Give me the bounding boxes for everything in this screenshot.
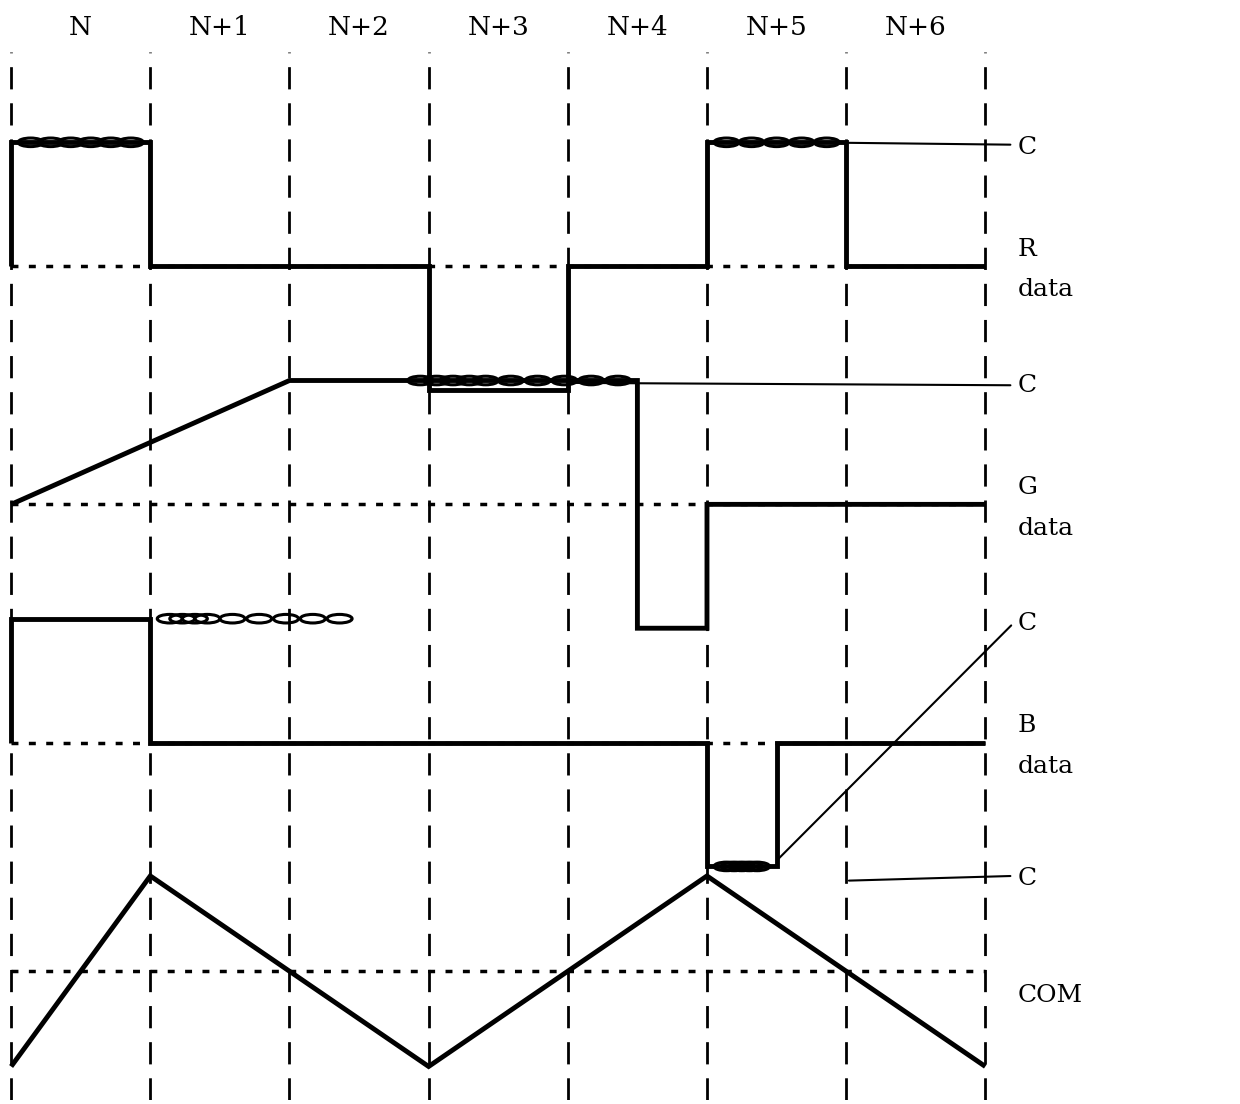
Text: N+1: N+1	[188, 15, 250, 41]
Text: B: B	[1017, 714, 1035, 737]
Text: C: C	[1017, 612, 1037, 635]
Text: data: data	[1017, 517, 1074, 540]
Text: N+4: N+4	[606, 15, 668, 41]
Text: N+3: N+3	[467, 15, 529, 41]
Text: C: C	[1017, 374, 1037, 396]
Text: N+6: N+6	[885, 15, 946, 41]
Text: C: C	[1017, 867, 1037, 890]
Text: data: data	[1017, 755, 1074, 778]
Text: N: N	[69, 15, 92, 41]
Text: COM: COM	[1017, 984, 1083, 1007]
Text: R: R	[1017, 238, 1037, 261]
Text: N+5: N+5	[745, 15, 807, 41]
Text: N+2: N+2	[329, 15, 391, 41]
Text: data: data	[1017, 278, 1074, 301]
Text: C: C	[1017, 136, 1037, 159]
Text: G: G	[1017, 476, 1038, 499]
